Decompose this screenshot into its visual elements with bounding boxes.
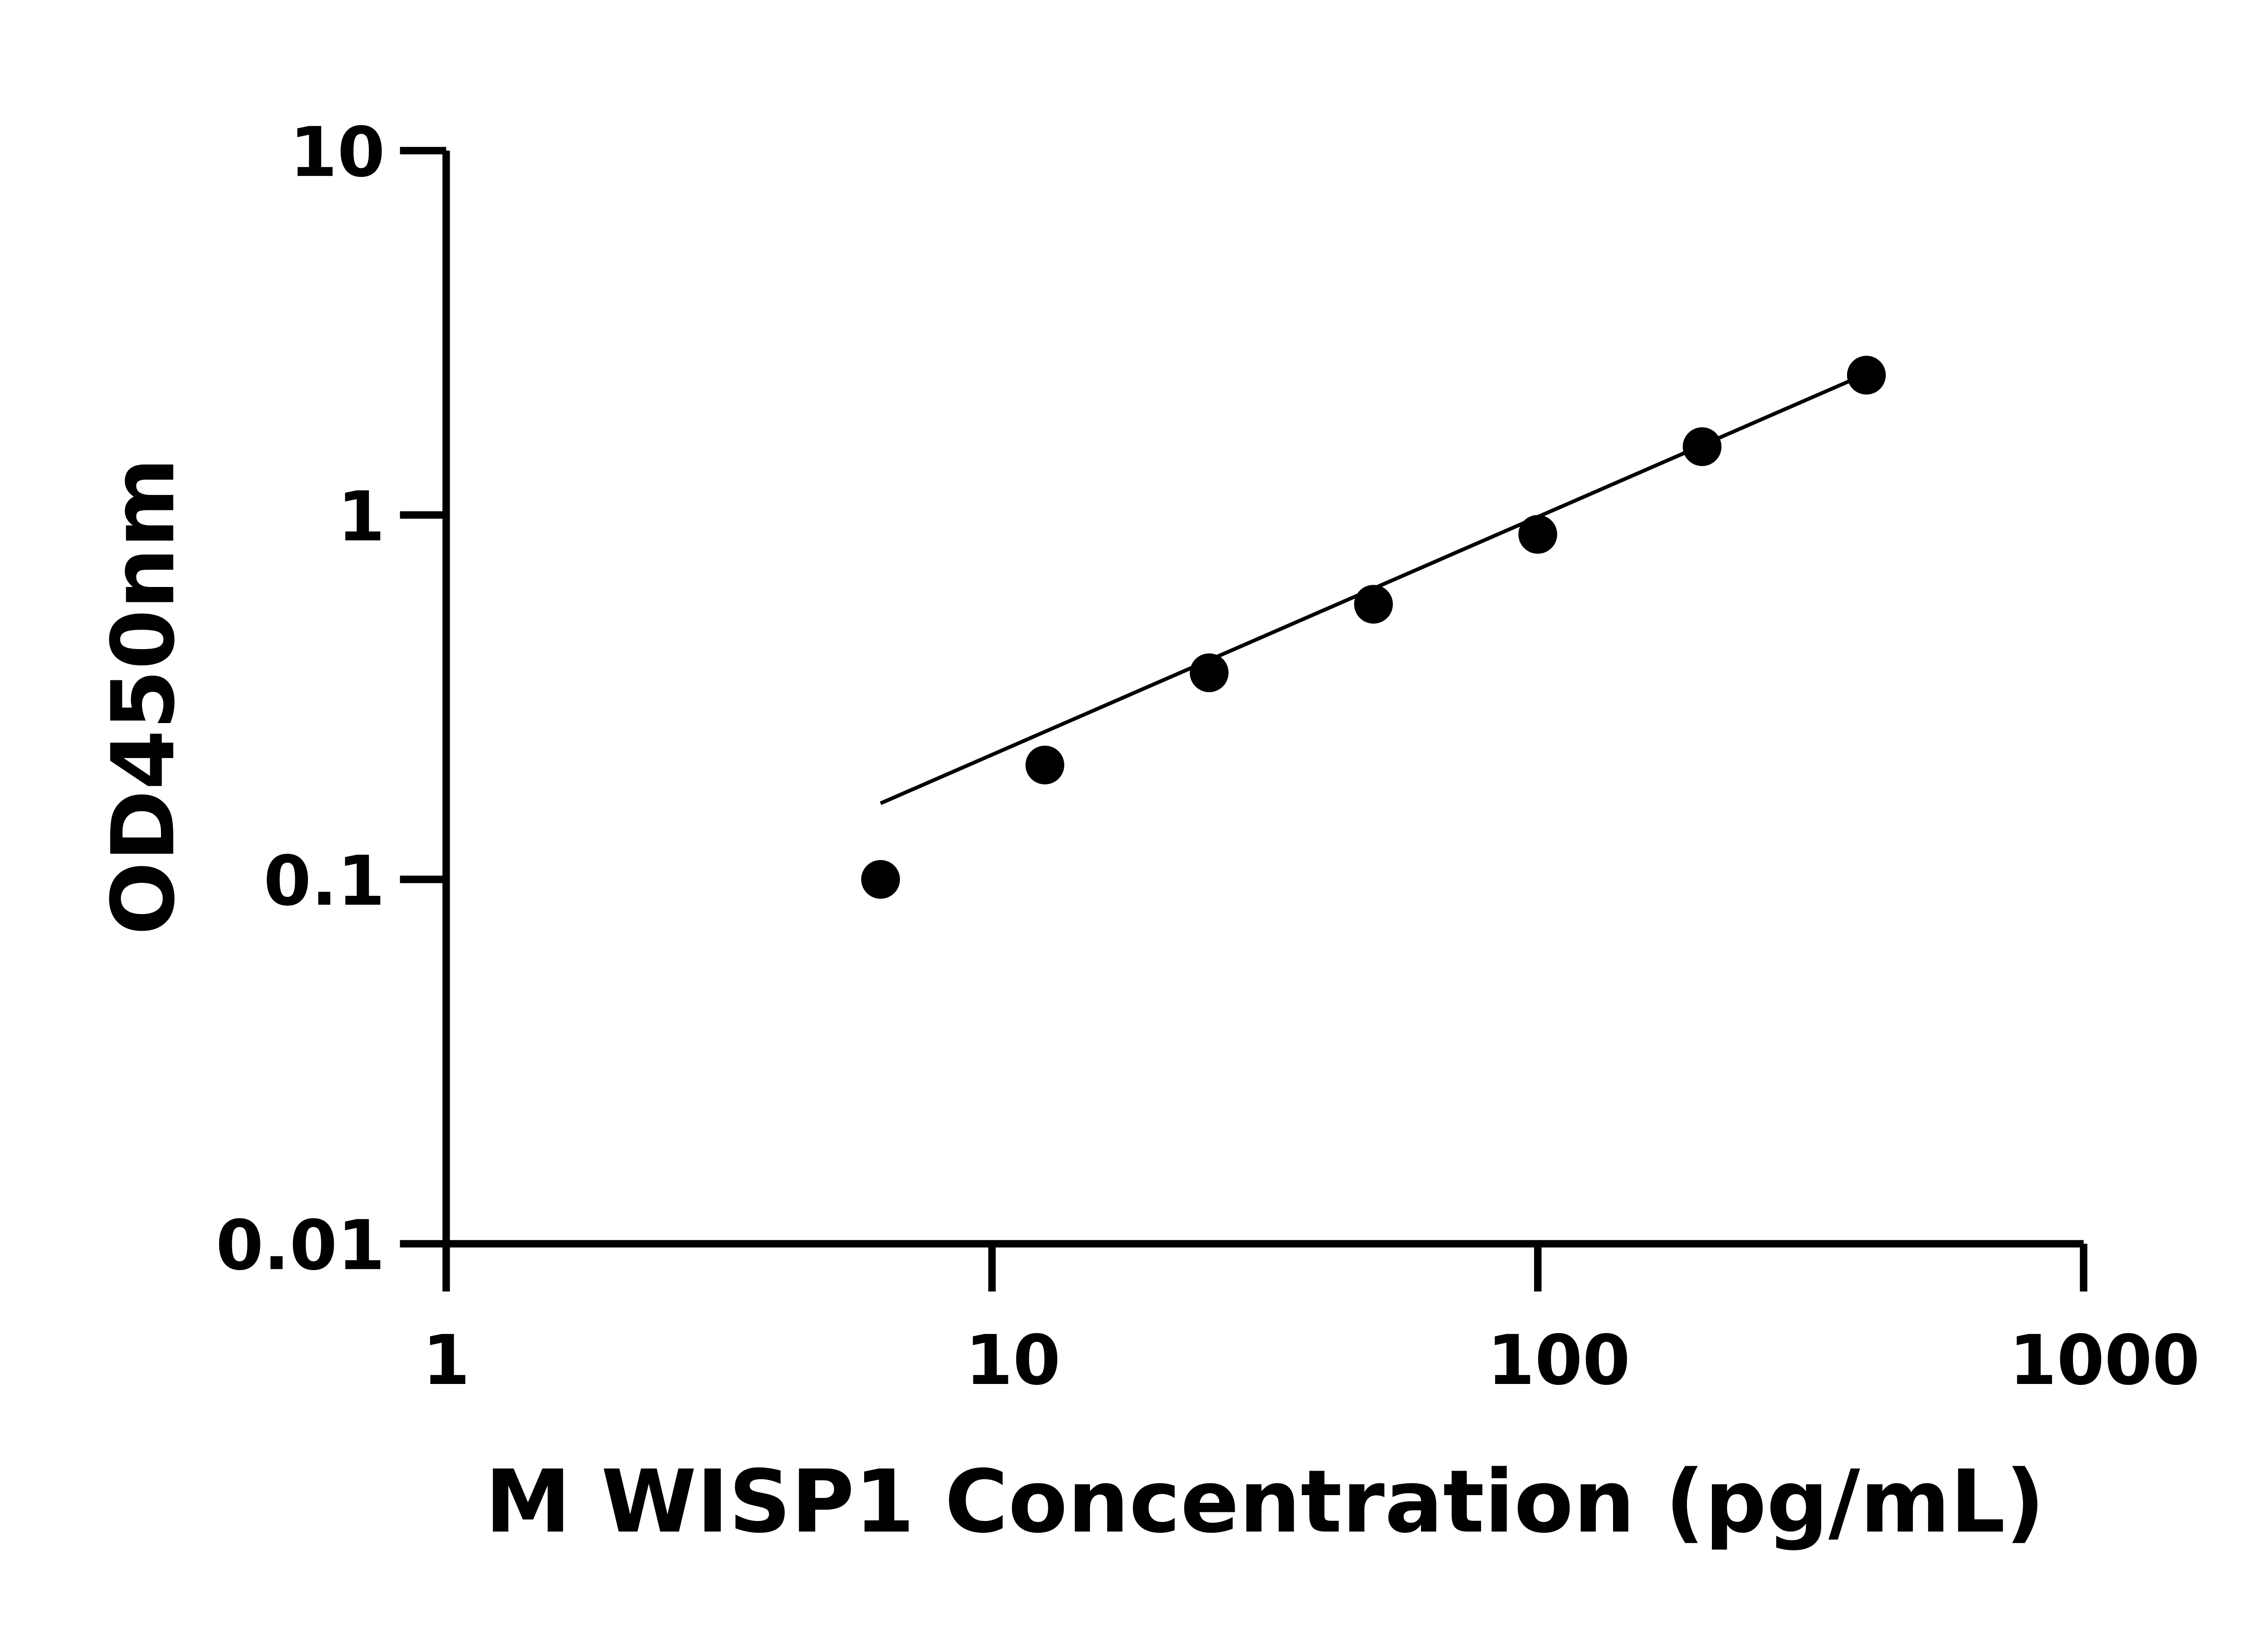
y-tick-label: 1 (337, 477, 385, 557)
data-point (1682, 427, 1722, 466)
x-tick-label: 10 (965, 1320, 1061, 1400)
y-tick-label: 10 (289, 112, 385, 192)
y-tick-label: 0.01 (216, 1206, 385, 1286)
y-tick-label: 0.1 (264, 841, 385, 921)
data-point (1847, 356, 1886, 395)
data-point (1518, 515, 1557, 554)
x-tick-label: 1000 (2009, 1320, 2200, 1400)
data-point (1354, 585, 1393, 624)
axes (442, 151, 2084, 1248)
data-points (861, 356, 1886, 899)
data-point (1025, 745, 1065, 785)
y-axis-label: OD450nm (93, 458, 194, 935)
ticks: 0.01 0.1 1 10 1 10 100 1000 (216, 112, 2200, 1400)
x-axis-label: M WISP1 Concentration (pg/mL) (485, 1451, 2045, 1552)
data-point (1190, 653, 1229, 692)
data-point (861, 860, 900, 899)
x-tick-label: 100 (1487, 1320, 1630, 1400)
x-tick-label: 1 (422, 1320, 470, 1400)
